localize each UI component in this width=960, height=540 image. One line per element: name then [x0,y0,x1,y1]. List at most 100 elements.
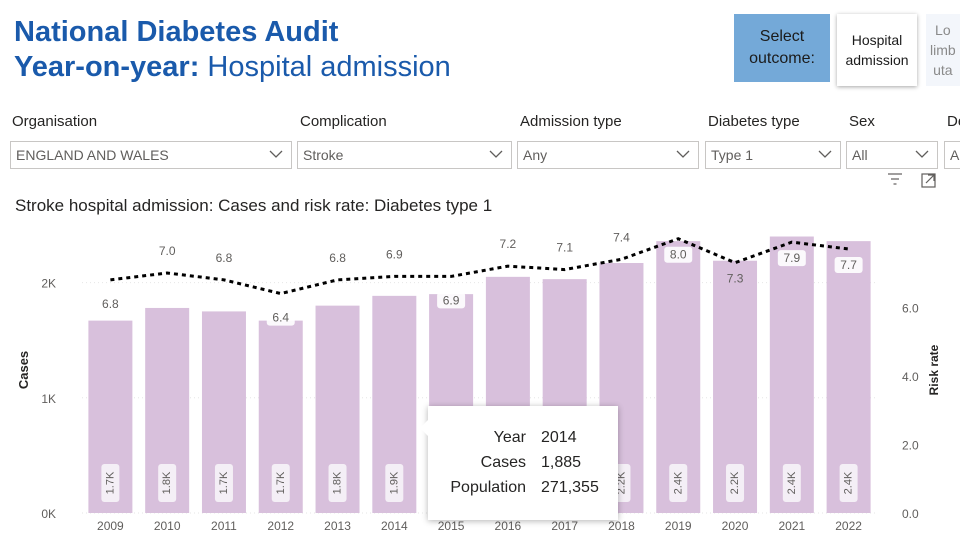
outcome-hospital-admission-button[interactable]: Hospital admission [837,14,917,86]
chevron-down-icon [915,150,929,158]
line-data-label: 8.0 [670,248,687,262]
bar-label-background [782,464,801,502]
tooltip-pointer [420,420,428,436]
bar-data-label: 1.7K [275,471,287,494]
x-tick-label: 2021 [778,519,805,533]
bar-data-label: 1.7K [104,471,116,494]
slicer-value-organisation: ENGLAND AND WALES [16,147,169,163]
y-left-tick-label: 0K [41,507,56,521]
visual-header-icons [888,173,936,188]
line-data-label: 6.9 [443,293,460,307]
x-tick-label: 2016 [495,519,522,533]
report-subtitle: Year-on-year: Hospital admission [14,51,451,84]
bar-data-label: 2.4K [672,471,684,494]
bar-data-label: 2.4K [786,471,798,494]
slicer-label-diabetes-type: Diabetes type [708,113,800,130]
x-tick-label: 2013 [324,519,351,533]
slicer-label-sex: Sex [849,113,875,130]
slicer-label-organisation: Organisation [12,113,98,130]
outcome-next-line3: uta [933,62,953,78]
line-data-label: 6.8 [102,297,119,311]
slicer-value-admission-type: Any [523,147,548,163]
slicer-label-complication: Complication [300,113,387,130]
line-label-background [777,250,806,267]
tooltip-row-population: Population 271,355 [428,479,618,503]
chevron-down-icon [269,150,283,158]
outcome-lower-limb-button[interactable]: Lo limb uta [926,14,960,86]
line-data-label: 7.2 [500,237,517,251]
y-left-tick-label: 1K [41,392,56,406]
line-data-label: 7.4 [613,230,630,244]
bar-label-background [726,464,745,502]
x-tick-label: 2022 [835,519,862,533]
chevron-down-icon [676,150,690,158]
bar-label-background [101,464,120,502]
x-tick-label: 2010 [154,519,181,533]
chart-tooltip: Year 2014 Cases 1,885 Population 271,355 [420,406,618,520]
line-label-background [664,246,693,263]
subtitle-bold: Year-on-year: [14,51,200,83]
bar-data-label: 2.4K [843,471,855,494]
outcome-active-line2: admission [845,52,909,68]
x-tick-label: 2011 [211,519,237,533]
report-title: National Diabetes Audit [14,16,339,48]
bar-data-label: 2.2K [729,471,741,494]
tooltip-value-cases: 1,885 [541,454,582,471]
tooltip-key-year: Year [493,429,526,446]
x-tick-label: 2014 [381,519,408,533]
slicer-diabetes-type[interactable]: Type 1 [705,141,841,169]
tooltip-value-population: 271,355 [541,479,599,496]
bar-label-background [214,464,233,502]
bar-label-background [839,464,858,502]
slicer-value-complication: Stroke [303,147,344,163]
slicer-deprivation[interactable]: A [944,141,960,169]
slicer-value-sex: All [852,147,868,163]
bar-label-background [669,464,688,502]
slicer-sex[interactable]: All [846,141,938,169]
tooltip-row-year: Year 2014 [428,429,618,453]
outcome-next-line1: Lo [935,22,951,38]
y-right-tick-label: 0.0 [902,507,919,521]
bar-data-label: 2.2K [615,471,627,494]
x-tick-label: 2012 [267,519,294,533]
bar-data-label: 1.7K [218,471,230,494]
line-data-label: 7.0 [159,244,176,258]
x-tick-label: 2020 [722,519,749,533]
line-data-label: 7.7 [840,258,857,272]
tooltip-key-population: Population [450,479,526,496]
line-data-label: 7.1 [556,241,573,255]
bar-data-label: 1.8K [332,471,344,494]
y-right-tick-label: 6.0 [902,301,919,315]
line-data-label: 6.8 [216,251,233,265]
tooltip-key-cases: Cases [480,454,526,471]
x-tick-label: 2017 [551,519,578,533]
x-tick-label: 2018 [608,519,635,533]
slicer-admission-type[interactable]: Any [517,141,699,169]
slicer-complication[interactable]: Stroke [297,141,512,169]
line-data-label: 6.9 [386,247,403,261]
tooltip-value-year: 2014 [541,429,577,446]
focus-mode-icon[interactable] [921,173,936,188]
select-outcome-line2: outcome: [749,50,815,67]
y-right-axis-title: Risk rate [927,344,941,395]
tooltip-row-cases: Cases 1,885 [428,454,618,478]
filter-icon[interactable] [888,173,902,185]
bar-label-background [271,464,290,502]
line-label-background [437,292,466,309]
bar-label-background [328,464,347,502]
x-tick-label: 2019 [665,519,692,533]
bar-data-label: 1.8K [161,471,173,494]
slicer-organisation[interactable]: ENGLAND AND WALES [10,141,292,169]
outcome-active-line1: Hospital [851,32,903,48]
outcome-next-line2: limb [930,42,956,58]
chevron-down-icon [818,150,832,158]
y-left-axis-title: Cases [16,351,31,389]
x-tick-label: 2015 [438,519,465,533]
select-outcome-label: Select outcome: [734,14,830,82]
line-data-label: 6.8 [329,251,346,265]
slicer-label-admission-type: Admission type [520,113,622,130]
x-tick-label: 2009 [97,519,124,533]
select-outcome-line1: Select [759,28,805,45]
line-data-label: 7.9 [783,251,800,265]
y-right-tick-label: 4.0 [902,370,919,384]
